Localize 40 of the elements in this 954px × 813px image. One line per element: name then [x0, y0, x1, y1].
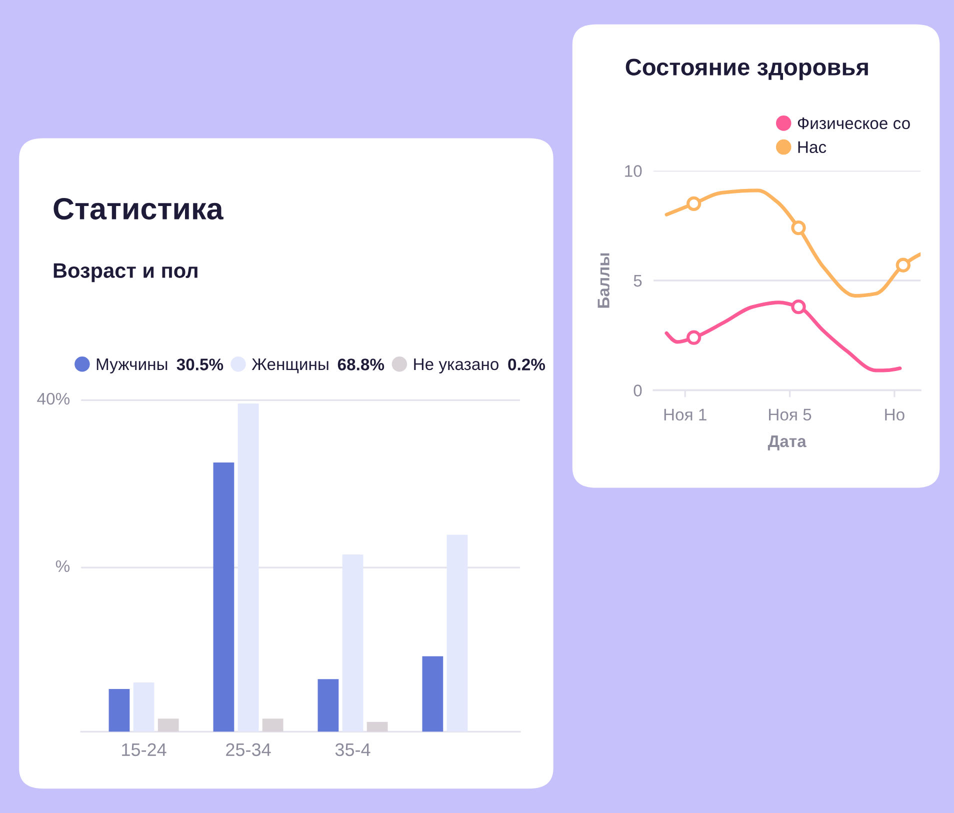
x-tick-label: Ноя 1 — [664, 408, 706, 421]
point — [896, 258, 911, 272]
legend-label: Физическое со — [798, 117, 910, 130]
bar — [213, 462, 234, 732]
bar — [342, 554, 364, 732]
y-tick-label: 5 — [634, 275, 642, 287]
bar — [446, 534, 468, 732]
text: 0.2% — [508, 358, 546, 370]
bar — [422, 656, 444, 732]
bar — [158, 718, 179, 732]
y-tick-label: 10 — [625, 165, 642, 177]
x-tick-label: Ноя 5 — [769, 408, 812, 421]
y-axis-title: Баллы — [598, 253, 610, 308]
bar — [238, 403, 259, 732]
bar — [262, 718, 284, 732]
text: 30.5% — [176, 358, 224, 370]
legend-label: Нас — [798, 141, 826, 154]
point — [791, 220, 806, 236]
text: 40% — [37, 392, 70, 405]
x-tick-label: 15-24 — [122, 743, 166, 756]
bar — [318, 679, 339, 732]
point — [791, 299, 806, 314]
bar — [108, 689, 130, 732]
y-tick-label: 0 — [634, 384, 642, 396]
chart-title: Состояние здоровья — [626, 58, 868, 80]
x-tick-label: 25-34 — [226, 743, 271, 756]
point — [686, 196, 702, 211]
point — [686, 330, 702, 345]
bar — [133, 682, 154, 732]
legend-label: Не указано — [414, 358, 498, 374]
chart-title: Статистика — [54, 198, 224, 220]
x-axis-title: Дата — [768, 436, 806, 450]
x-tick-label: 35-4 — [335, 743, 370, 756]
legend-label: Мужчины — [96, 358, 168, 374]
bar — [366, 722, 388, 732]
text: 68.8% — [338, 358, 384, 370]
x-tick-label: Но — [885, 408, 904, 421]
legend-label: Женщины — [252, 358, 328, 374]
text: % — [56, 560, 70, 572]
chart-subtitle: Возраст и пол — [54, 263, 198, 282]
